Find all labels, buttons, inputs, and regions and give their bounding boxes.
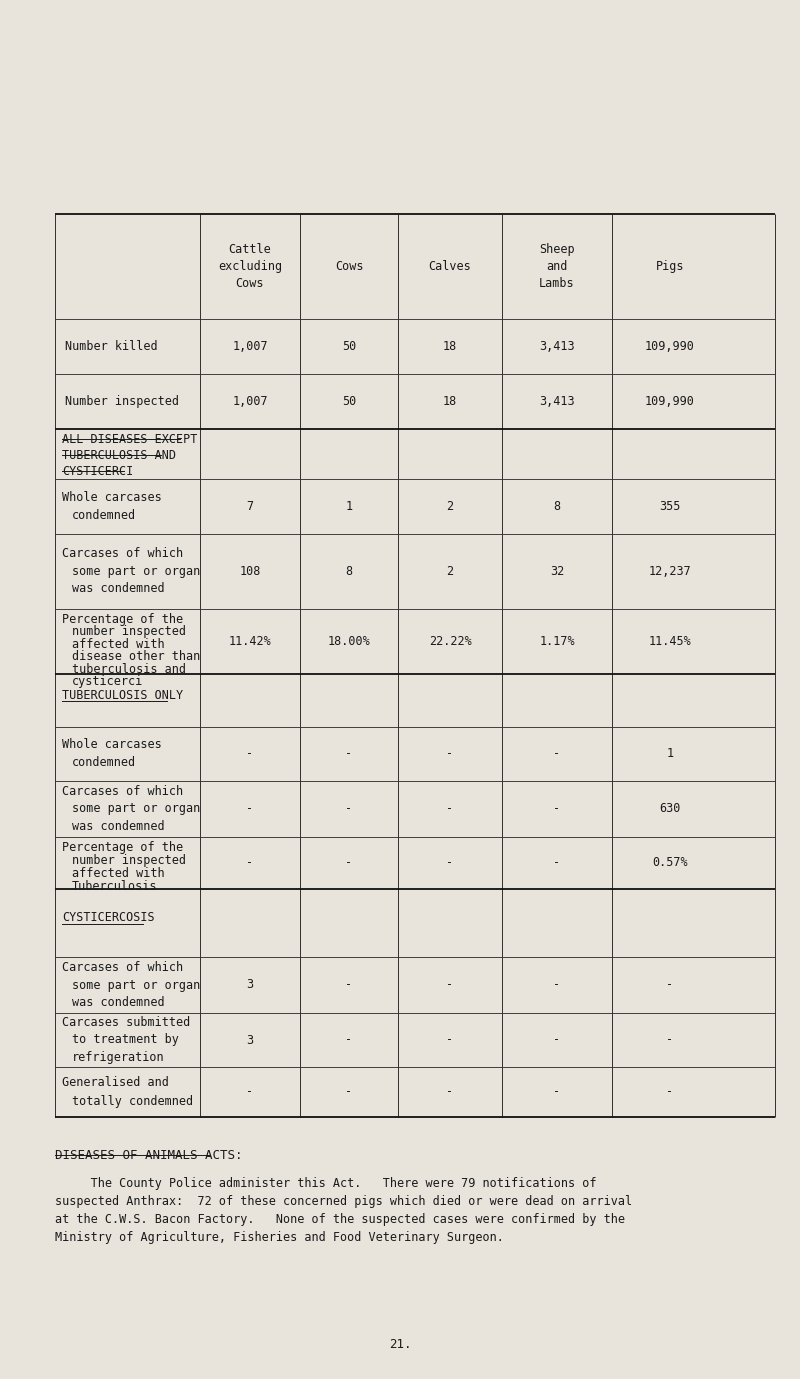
Text: TUBERCULOSIS ONLY: TUBERCULOSIS ONLY: [62, 690, 183, 702]
Text: Generalised and: Generalised and: [62, 1077, 169, 1089]
Text: -: -: [446, 803, 454, 815]
Text: 2: 2: [446, 565, 454, 578]
Text: -: -: [554, 1033, 561, 1047]
Text: -: -: [246, 803, 254, 815]
Text: Whole carcases: Whole carcases: [62, 739, 162, 752]
Text: Pigs: Pigs: [656, 261, 684, 273]
Text: 1,007: 1,007: [232, 394, 268, 408]
Text: condemned: condemned: [72, 757, 136, 769]
Text: 109,990: 109,990: [645, 341, 695, 353]
Text: -: -: [666, 1033, 674, 1047]
Text: -: -: [666, 979, 674, 992]
Text: -: -: [246, 1085, 254, 1099]
Text: refrigeration: refrigeration: [72, 1051, 165, 1065]
Text: 3: 3: [246, 979, 254, 992]
Text: -: -: [554, 1085, 561, 1099]
Text: -: -: [666, 1085, 674, 1099]
Text: -: -: [554, 747, 561, 760]
Text: -: -: [446, 1085, 454, 1099]
Text: was condemned: was condemned: [72, 582, 165, 596]
Text: number inspected: number inspected: [72, 854, 186, 867]
Text: was condemned: was condemned: [72, 821, 165, 833]
Text: -: -: [346, 1085, 353, 1099]
Text: Cows: Cows: [334, 261, 363, 273]
Text: Calves: Calves: [429, 261, 471, 273]
Text: 22.22%: 22.22%: [429, 634, 471, 648]
Text: -: -: [346, 803, 353, 815]
Text: some part or organ: some part or organ: [72, 803, 200, 815]
Text: -: -: [346, 1033, 353, 1047]
Text: Cattle
excluding
Cows: Cattle excluding Cows: [218, 243, 282, 290]
Text: 108: 108: [239, 565, 261, 578]
Text: -: -: [446, 856, 454, 870]
Text: Number killed: Number killed: [65, 341, 158, 353]
Text: -: -: [346, 747, 353, 760]
Text: 109,990: 109,990: [645, 394, 695, 408]
Text: cysticerci: cysticerci: [72, 676, 143, 688]
Text: affected with: affected with: [72, 638, 165, 651]
Text: Carcases submitted: Carcases submitted: [62, 1016, 190, 1029]
Text: affected with: affected with: [72, 867, 165, 880]
Text: ALL DISEASES EXCEPT: ALL DISEASES EXCEPT: [62, 433, 198, 445]
Text: -: -: [446, 1033, 454, 1047]
Text: -: -: [446, 979, 454, 992]
Text: totally condemned: totally condemned: [72, 1095, 193, 1107]
Text: 1: 1: [346, 501, 353, 513]
Text: CYSTICERCOSIS: CYSTICERCOSIS: [62, 912, 154, 924]
Text: CYSTICERCI: CYSTICERCI: [62, 465, 134, 479]
Text: DISEASES OF ANIMALS ACTS:: DISEASES OF ANIMALS ACTS:: [55, 1149, 242, 1162]
Text: -: -: [346, 979, 353, 992]
Text: Number inspected: Number inspected: [65, 394, 179, 408]
Text: Tuberculosis: Tuberculosis: [72, 880, 158, 894]
Text: 2: 2: [446, 501, 454, 513]
Text: -: -: [246, 747, 254, 760]
Text: Percentage of the: Percentage of the: [62, 614, 183, 626]
Text: tuberculosis and: tuberculosis and: [72, 663, 186, 676]
Text: 21.: 21.: [389, 1338, 411, 1350]
Text: -: -: [446, 747, 454, 760]
Text: was condemned: was condemned: [72, 996, 165, 1009]
Text: 355: 355: [659, 501, 681, 513]
Text: condemned: condemned: [72, 509, 136, 523]
Text: 3,413: 3,413: [539, 394, 575, 408]
Text: 3: 3: [246, 1033, 254, 1047]
Text: 18.00%: 18.00%: [328, 634, 370, 648]
Text: 1.17%: 1.17%: [539, 634, 575, 648]
Text: -: -: [554, 856, 561, 870]
Text: 12,237: 12,237: [649, 565, 691, 578]
Text: 18: 18: [443, 341, 457, 353]
Text: Carcases of which: Carcases of which: [62, 785, 183, 798]
Text: 18: 18: [443, 394, 457, 408]
Text: some part or organ: some part or organ: [72, 979, 200, 992]
Text: 50: 50: [342, 341, 356, 353]
Text: 11.42%: 11.42%: [229, 634, 271, 648]
Text: Whole carcases: Whole carcases: [62, 491, 162, 503]
Text: -: -: [554, 803, 561, 815]
Text: 1: 1: [666, 747, 674, 760]
Text: -: -: [554, 979, 561, 992]
Text: 7: 7: [246, 501, 254, 513]
Text: The County Police administer this Act.   There were 79 notifications of
suspecte: The County Police administer this Act. T…: [55, 1178, 632, 1244]
Text: disease other than: disease other than: [72, 651, 200, 663]
Text: 8: 8: [346, 565, 353, 578]
Text: 32: 32: [550, 565, 564, 578]
Text: 1,007: 1,007: [232, 341, 268, 353]
Text: TUBERCULOSIS AND: TUBERCULOSIS AND: [62, 450, 176, 462]
Text: 8: 8: [554, 501, 561, 513]
Text: -: -: [346, 856, 353, 870]
Text: some part or organ: some part or organ: [72, 565, 200, 578]
Text: Sheep
and
Lambs: Sheep and Lambs: [539, 243, 575, 290]
Text: Carcases of which: Carcases of which: [62, 547, 183, 560]
Text: 50: 50: [342, 394, 356, 408]
Text: 0.57%: 0.57%: [652, 856, 688, 870]
Text: 630: 630: [659, 803, 681, 815]
Text: Carcases of which: Carcases of which: [62, 961, 183, 974]
Text: Percentage of the: Percentage of the: [62, 841, 183, 854]
Text: -: -: [246, 856, 254, 870]
Text: to treatment by: to treatment by: [72, 1033, 179, 1047]
Text: number inspected: number inspected: [72, 626, 186, 638]
Text: 11.45%: 11.45%: [649, 634, 691, 648]
Text: 3,413: 3,413: [539, 341, 575, 353]
